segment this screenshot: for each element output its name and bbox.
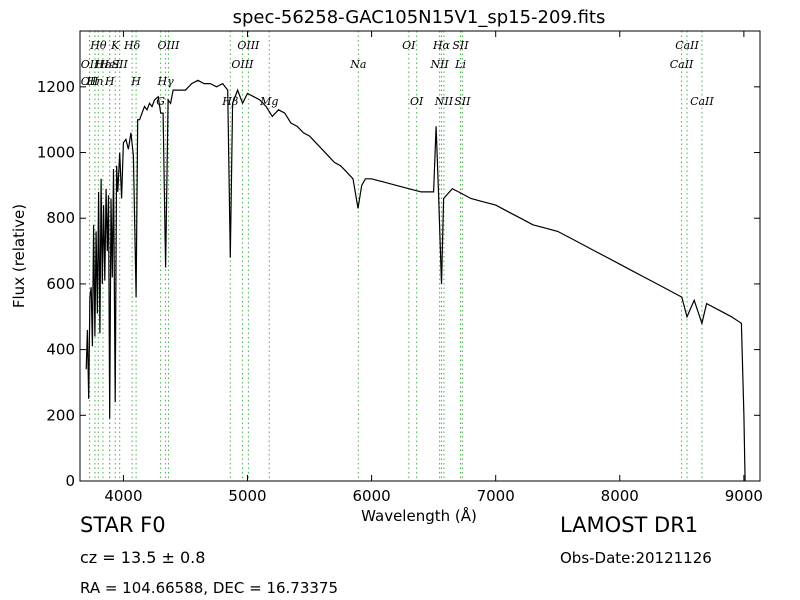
line-marker-label: Li <box>454 58 466 71</box>
sky-coordinates: RA = 104.66588, DEC = 16.73375 <box>80 579 339 597</box>
redshift-value: cz = 13.5 ± 0.8 <box>80 548 206 567</box>
line-marker-label: SII <box>452 39 469 52</box>
y-tick-label: 800 <box>46 209 75 227</box>
line-marker-label: OIII <box>157 39 180 52</box>
y-axis-title: Flux (relative) <box>10 204 28 308</box>
x-axis-ticks: 4000 5000 6000 7000 8000 9000 <box>104 31 763 505</box>
line-marker-label: G <box>156 95 165 108</box>
line-marker-label: SII <box>454 95 471 108</box>
line-marker-label: NII <box>429 58 449 71</box>
x-tick-label: 9000 <box>725 487 763 505</box>
line-marker-label: Hβ <box>221 95 238 108</box>
x-tick-label: 5000 <box>228 487 266 505</box>
spectrum-plot <box>85 79 746 482</box>
line-marker-label: Hα <box>432 39 451 52</box>
line-marker-label: Hn <box>86 75 104 88</box>
line-marker-label: Hδ <box>123 39 141 52</box>
x-tick-label: 6000 <box>353 487 391 505</box>
survey-name: LAMOST DR1 <box>560 513 699 537</box>
y-tick-label: 200 <box>46 406 75 424</box>
line-marker-label: CaII <box>670 58 694 71</box>
line-marker-label: NII <box>434 95 454 108</box>
line-marker-label: CaII <box>690 95 714 108</box>
x-tick-label: 7000 <box>477 487 515 505</box>
object-class: STAR F0 <box>80 513 166 537</box>
chart-title: spec-56258-GAC105N15V1_sp15-209.fits <box>233 7 606 28</box>
line-marker-label: H <box>130 75 141 88</box>
y-axis-ticks: 0 200 400 600 800 1000 1200 <box>37 78 760 490</box>
line-marker-label: CaII <box>675 39 699 52</box>
y-tick-label: 400 <box>46 341 75 359</box>
line-marker-label: H <box>104 75 115 88</box>
x-tick-label: 4000 <box>104 487 142 505</box>
line-marker-label: OII <box>81 58 99 71</box>
y-tick-label: 0 <box>65 472 75 490</box>
line-marker-label: Na <box>349 58 366 71</box>
x-tick-label: 8000 <box>601 487 639 505</box>
line-marker-label: OIII <box>231 58 254 71</box>
line-marker-label: OII <box>81 75 99 88</box>
line-marker-label: HeI <box>98 58 120 71</box>
line-marker-label: K <box>110 39 120 52</box>
line-marker-label: Hγ <box>157 75 175 88</box>
line-marker-label: SII <box>112 58 129 71</box>
plot-frame <box>79 30 761 482</box>
line-marker-label: OIII <box>237 39 260 52</box>
line-marker-label: Hε <box>94 58 111 71</box>
y-tick-label: 600 <box>46 275 75 293</box>
line-markers <box>89 31 703 481</box>
y-tick-label: 1000 <box>37 144 75 162</box>
line-marker-label: OI <box>410 95 424 108</box>
line-marker-label: Hθ <box>89 39 107 52</box>
spectrum-line <box>85 79 746 482</box>
line-marker-labels: OIIOIIHnHθHεHeIHKSIIHδHGHγOIIIHβOIIIOIII… <box>81 39 715 108</box>
x-axis-title: Wavelength (Å) <box>361 506 477 525</box>
y-tick-label: 1200 <box>37 78 75 96</box>
observation-date: Obs-Date:20121126 <box>560 549 712 567</box>
line-marker-label: OI <box>402 39 416 52</box>
